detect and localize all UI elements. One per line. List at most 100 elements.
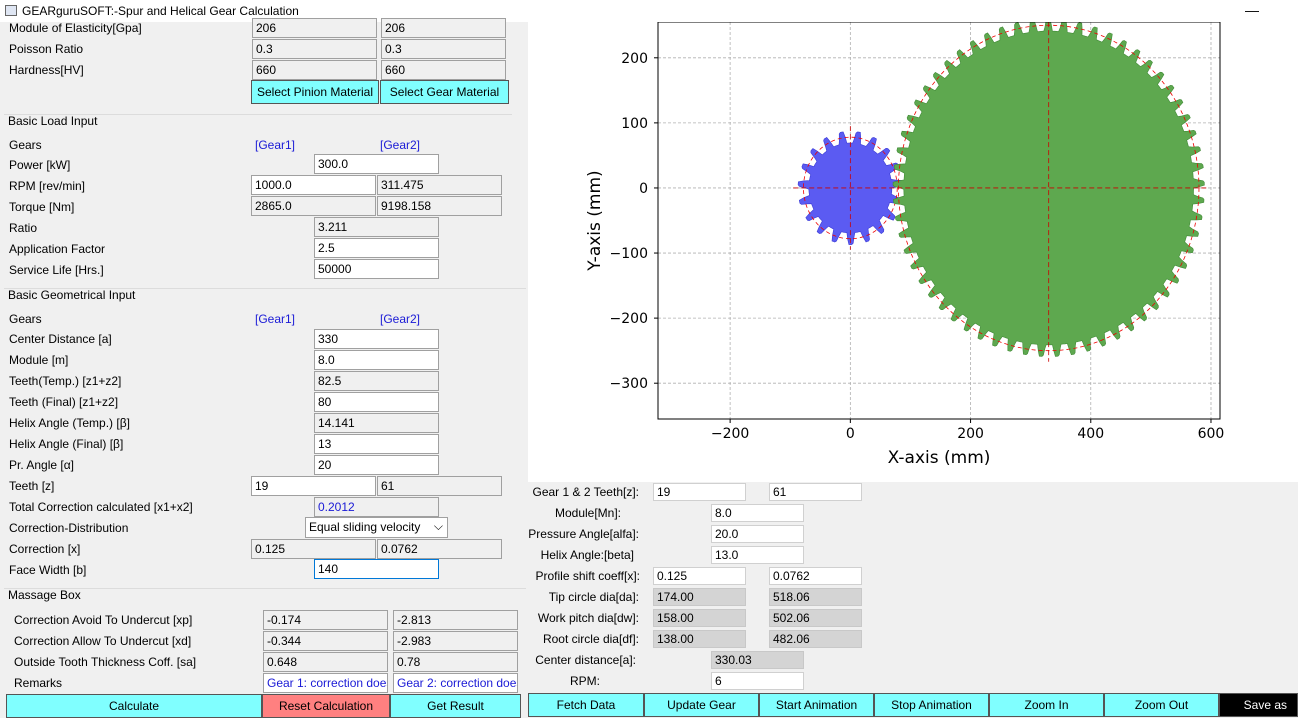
minimize-button[interactable]: — <box>1245 2 1259 18</box>
results-rpm-input[interactable]: 6 <box>711 672 804 690</box>
center-lines <box>793 22 1210 362</box>
total-correction-field: 0.2012 <box>314 497 439 517</box>
module-input[interactable]: 8.0 <box>314 350 439 370</box>
title-bar: GEARguruSOFT:-Spur and Helical Gear Calc… <box>0 0 1298 22</box>
application-factor-label: Application Factor <box>9 242 106 256</box>
stop-animation-button[interactable]: Stop Animation <box>874 693 989 717</box>
select-gear-material-button[interactable]: Select Gear Material <box>380 80 509 104</box>
rpm-gear1-input[interactable]: 1000.0 <box>251 175 376 195</box>
results-helix-label: Helix Angle:[beta] <box>540 548 634 562</box>
geom-gear1-header: [Gear1] <box>255 312 296 326</box>
y-tick-label: 0 <box>639 181 648 197</box>
geom-gears-label: Gears <box>9 312 42 326</box>
results-teeth-gear1[interactable]: 19 <box>653 483 746 501</box>
input-panel: Module of Elasticity[Gpa] 206 206 Poisso… <box>0 18 528 694</box>
start-animation-button[interactable]: Start Animation <box>759 693 874 717</box>
elasticity-label: Module of Elasticity[Gpa] <box>9 21 142 35</box>
fetch-data-button[interactable]: Fetch Data <box>528 693 644 717</box>
results-work-gear2: 502.06 <box>769 609 862 627</box>
results-helix-field[interactable]: 13.0 <box>711 546 804 564</box>
window-title: GEARguruSOFT:-Spur and Helical Gear Calc… <box>22 4 299 18</box>
ratio-field: 3.211 <box>314 217 439 237</box>
teeth-temp-label: Teeth(Temp.) [z1+z2] <box>9 374 122 388</box>
x-tick-label: 600 <box>1198 426 1225 442</box>
poisson-gear1-field[interactable]: 0.3 <box>252 39 377 59</box>
geom-group-title: Basic Geometrical Input <box>8 288 136 302</box>
correction-label: Correction [x] <box>9 542 81 556</box>
teeth-temp-field: 82.5 <box>314 371 439 391</box>
face-width-input[interactable]: 140 <box>314 559 439 579</box>
center-distance-label: Center Distance [a] <box>9 332 112 346</box>
chevron-down-icon: ⌵ <box>433 519 443 533</box>
power-input[interactable]: 300.0 <box>314 154 439 174</box>
results-profile-shift-gear1[interactable]: 0.125 <box>653 567 746 585</box>
hardness-gear1-field[interactable]: 660 <box>252 60 377 80</box>
elasticity-gear2-field[interactable]: 206 <box>381 18 506 38</box>
reset-calculation-button[interactable]: Reset Calculation <box>262 694 390 718</box>
results-profile-shift-gear2[interactable]: 0.0762 <box>769 567 862 585</box>
load-group-separator <box>4 114 512 115</box>
center-distance-input[interactable]: 330 <box>314 329 439 349</box>
teeth-label: Teeth [z] <box>9 479 55 493</box>
get-result-button[interactable]: Get Result <box>390 694 521 718</box>
avoid-undercut-gear1-field: -0.174 <box>263 610 388 630</box>
tooth-thickness-label: Outside Tooth Thickness Coff. [sa] <box>14 655 197 669</box>
pressure-angle-input[interactable]: 20 <box>314 455 439 475</box>
torque-label: Torque [Nm] <box>9 200 75 214</box>
zoom-in-button[interactable]: Zoom In <box>989 693 1104 717</box>
select-pinion-material-button[interactable]: Select Pinion Material <box>251 80 379 104</box>
remark-gear2-field: Gear 2: correction does <box>393 673 518 693</box>
massage-group-separator <box>4 588 526 589</box>
results-module-field[interactable]: 8.0 <box>711 504 804 522</box>
results-teeth-label: Gear 1 & 2 Teeth[z]: <box>532 485 639 499</box>
calculate-button[interactable]: Calculate <box>6 694 262 718</box>
helix-temp-field: 14.141 <box>314 413 439 433</box>
poisson-label: Poisson Ratio <box>9 42 84 56</box>
allow-undercut-label: Correction Allow To Undercut [xd] <box>14 634 192 648</box>
y-tick-label: 100 <box>621 116 648 132</box>
service-life-label: Service Life [Hrs.] <box>9 263 104 277</box>
x-axis-label: X-axis (mm) <box>888 448 991 468</box>
ratio-label: Ratio <box>9 221 38 235</box>
y-axis-label: Y-axis (mm) <box>585 170 605 271</box>
elasticity-gear1-field[interactable]: 206 <box>252 18 377 38</box>
application-factor-input[interactable]: 2.5 <box>314 238 439 258</box>
teeth-gear1-input[interactable]: 19 <box>251 476 376 496</box>
results-teeth-gear2[interactable]: 61 <box>769 483 862 501</box>
teeth-gear2-field: 61 <box>377 476 502 496</box>
results-module-label: Module[Mn]: <box>554 506 621 520</box>
correction-gear2-field: 0.0762 <box>377 539 502 559</box>
gear1-pitch-circle <box>803 136 898 240</box>
face-width-label: Face Width [b] <box>9 563 87 577</box>
results-center-field: 330.03 <box>711 651 804 669</box>
results-pressure-field[interactable]: 20.0 <box>711 525 804 543</box>
poisson-gear2-field[interactable]: 0.3 <box>381 39 506 59</box>
hardness-gear2-field[interactable]: 660 <box>381 60 506 80</box>
zoom-out-button[interactable]: Zoom Out <box>1104 693 1219 717</box>
results-work-label: Work pitch dia[dw]: <box>537 611 639 625</box>
teeth-final-input[interactable]: 80 <box>314 392 439 412</box>
results-tip-gear1: 174.00 <box>653 588 746 606</box>
correction-distribution-label: Correction-Distribution <box>9 521 129 535</box>
plot-ticks: −200 0 200 400 600 200 100 0 −100 −200 −300 <box>610 51 1225 442</box>
x-tick-label: −200 <box>711 426 749 442</box>
correction-distribution-select[interactable]: Equal sliding velocity ⌵ <box>305 517 448 538</box>
module-label: Module [m] <box>9 353 69 367</box>
geom-group-separator <box>4 288 526 289</box>
results-root-gear2: 482.06 <box>769 630 862 648</box>
gear-plot: −200 0 200 400 600 200 100 0 −100 −200 −300 X-axis… <box>528 22 1298 482</box>
update-gear-button[interactable]: Update Gear <box>644 693 759 717</box>
results-tip-gear2: 518.06 <box>769 588 862 606</box>
x-tick-label: 200 <box>957 426 984 442</box>
correction-distribution-value: Equal sliding velocity <box>309 520 421 534</box>
helix-final-input[interactable]: 13 <box>314 434 439 454</box>
teeth-final-label: Teeth (Final) [z1+z2] <box>9 395 119 409</box>
avoid-undercut-label: Correction Avoid To Undercut [xp] <box>14 613 193 627</box>
geom-gear2-header: [Gear2] <box>380 312 421 326</box>
service-life-input[interactable]: 50000 <box>314 259 439 279</box>
hardness-label: Hardness[HV] <box>9 63 84 77</box>
results-work-gear1: 158.00 <box>653 609 746 627</box>
correction-gear1-field: 0.125 <box>251 539 376 559</box>
save-as-button[interactable]: Save as <box>1219 693 1298 717</box>
results-root-label: Root circle dia[df]: <box>542 632 639 646</box>
